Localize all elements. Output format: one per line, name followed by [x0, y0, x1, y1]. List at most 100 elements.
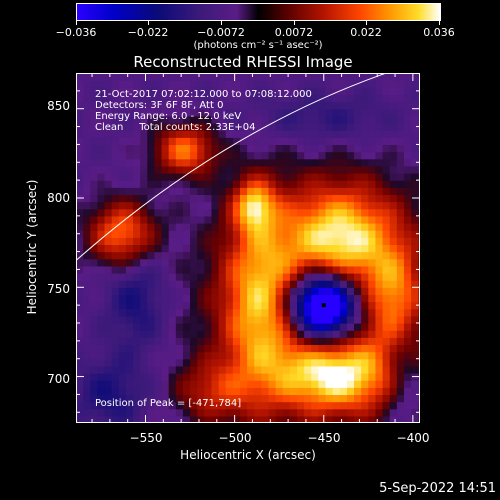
heatmap-cell [354, 130, 362, 138]
heatmap-cell [396, 101, 405, 110]
heatmap-cell [225, 330, 234, 338]
heatmap-cell [275, 130, 284, 138]
heatmap-cell [140, 223, 148, 231]
heatmap-cell [104, 351, 113, 360]
heatmap-cell [133, 173, 141, 181]
heatmap-cell [140, 230, 148, 238]
heatmap-cell [125, 394, 134, 403]
heatmap-cell [218, 87, 227, 96]
heatmap-cell [332, 94, 341, 103]
heatmap-cell [104, 387, 113, 396]
heatmap-cell [133, 87, 141, 96]
heatmap-cell [204, 265, 212, 274]
heatmap-cell [268, 408, 277, 417]
heatmap-cell [297, 315, 305, 324]
heatmap-cell [339, 408, 348, 417]
heatmap-cell [133, 244, 141, 253]
heatmap-cell [411, 237, 419, 246]
heatmap-cell [396, 287, 405, 296]
heatmap-cell [247, 194, 255, 203]
heatmap-cell [361, 201, 369, 210]
heatmap-cell [254, 373, 262, 381]
heatmap-cell [403, 301, 412, 310]
heatmap-cell [83, 173, 91, 181]
heatmap-cell [239, 358, 248, 367]
heatmap-cell [125, 194, 134, 203]
heatmap-cell [104, 173, 113, 181]
heatmap-cell [161, 358, 170, 367]
heatmap-cell [332, 201, 341, 210]
heatmap-cell [396, 165, 405, 174]
heatmap-cell [247, 130, 255, 138]
heatmap-cell [332, 180, 341, 188]
heatmap-cell [140, 173, 148, 181]
heatmap-cell [190, 180, 198, 188]
heatmap-cell [325, 308, 334, 317]
heatmap-cell [368, 173, 376, 181]
heatmap-cell [90, 73, 98, 81]
heatmap-cell [104, 394, 113, 403]
heatmap-cell [125, 180, 134, 188]
heatmap-cell [154, 358, 163, 367]
heatmap-cell [289, 294, 298, 303]
heatmap-cell [133, 194, 141, 203]
heatmap-cell [76, 137, 84, 146]
heatmap-cell [275, 208, 284, 217]
heatmap-cell [118, 401, 127, 410]
heatmap-cell [125, 144, 134, 153]
heatmap-cell [175, 365, 184, 374]
heatmap-cell [175, 244, 184, 253]
heatmap-cell [368, 401, 376, 410]
heatmap-cell [375, 315, 384, 324]
heatmap-cell [247, 144, 255, 153]
heatmap-cell [97, 237, 106, 246]
heatmap-cell [111, 187, 120, 196]
heatmap-cell [304, 380, 312, 388]
heatmap-cell [403, 101, 412, 110]
heatmap-cell [261, 373, 269, 381]
heatmap-cell [389, 201, 398, 210]
heatmap-cell [175, 315, 184, 324]
heatmap-cell [211, 294, 220, 303]
heatmap-cell [140, 258, 148, 267]
heatmap-cell [318, 337, 327, 346]
heatmap-cell [97, 151, 106, 160]
heatmap-cell [382, 308, 391, 317]
heatmap-plot [76, 73, 420, 423]
heatmap-cell [111, 215, 120, 224]
heatmap-cell [133, 365, 141, 374]
heatmap-cell [104, 373, 113, 381]
heatmap-cell [239, 258, 248, 267]
heatmap-cell [147, 408, 155, 417]
heatmap-cell [104, 280, 113, 288]
heatmap-cell [289, 308, 298, 317]
heatmap-cell [161, 301, 170, 310]
heatmap-cell [282, 294, 291, 303]
heatmap-cell [147, 137, 155, 146]
heatmap-cell [282, 380, 291, 388]
heatmap-cell [239, 94, 248, 103]
heatmap-cell [332, 244, 341, 253]
y-tick-label-2: 800 [47, 191, 70, 205]
heatmap-cell [247, 330, 255, 338]
heatmap-cell [311, 130, 319, 138]
heatmap-cell [140, 408, 148, 417]
heatmap-cell [297, 301, 305, 310]
y-axis-label: Heliocentric Y (arcsec) [25, 179, 39, 315]
heatmap-cell [261, 401, 269, 410]
heatmap-cell [261, 180, 269, 188]
heatmap-cells [76, 73, 420, 423]
heatmap-cell [254, 73, 262, 81]
heatmap-cell [304, 215, 312, 224]
heatmap-cell [154, 215, 163, 224]
heatmap-cell [211, 165, 220, 174]
heatmap-cell [133, 223, 141, 231]
heatmap-cell [254, 394, 262, 403]
heatmap-cell [232, 101, 241, 110]
heatmap-cell [225, 215, 234, 224]
heatmap-cell [254, 344, 262, 353]
heatmap-cell [339, 415, 348, 423]
heatmap-cell [261, 108, 269, 117]
heatmap-cell [76, 237, 84, 246]
heatmap-cell [282, 351, 291, 360]
